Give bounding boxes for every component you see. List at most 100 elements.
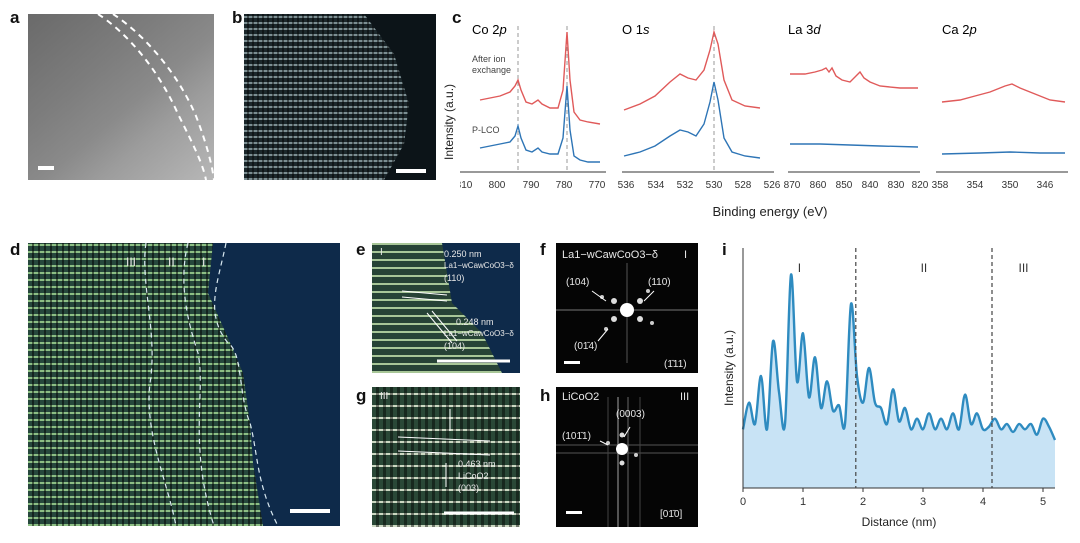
- region-label: III: [680, 391, 690, 403]
- panel-label-h: h: [540, 386, 551, 405]
- xps-title-la3d: La 3d: [788, 22, 821, 37]
- svg-text:534: 534: [648, 180, 665, 191]
- svg-text:350: 350: [1002, 180, 1019, 191]
- xps-title-o1s: O 1s: [622, 22, 650, 37]
- spot-10-11: (101̄1): [562, 431, 591, 442]
- svg-text:860: 860: [810, 180, 827, 191]
- svg-text:346: 346: [1037, 180, 1054, 191]
- curve-co-plco: [479, 85, 600, 163]
- curve-o-after: [623, 29, 761, 111]
- fft-image-f: La1−wCawCoO3−δ I (104) (110) (01̄4) (1̄1…: [556, 243, 698, 373]
- y-axis-label: Intensity (a.u.): [722, 330, 736, 406]
- x-axis-label: Distance (nm): [862, 515, 937, 529]
- x-tick-label: 3: [920, 496, 926, 508]
- spot-0003: (0003): [616, 409, 645, 420]
- svg-text:530: 530: [706, 180, 723, 191]
- plane-1: (110): [444, 273, 465, 283]
- region-label-ii: II: [921, 261, 928, 275]
- phase-1: La1−wCawCoO3−δ: [444, 261, 514, 270]
- x-tick-label: 2: [860, 496, 866, 508]
- label-plco: P-LCO: [472, 125, 500, 135]
- panel-label-i: i: [722, 240, 727, 259]
- profile-area: [743, 274, 1055, 488]
- svg-text:790: 790: [523, 180, 540, 191]
- svg-text:820: 820: [912, 180, 929, 191]
- d-spacing: 0.463 nm: [458, 459, 496, 469]
- curve-la-plco: [790, 143, 919, 148]
- region-label: I: [684, 249, 688, 261]
- x-tick-label: 1: [800, 496, 806, 508]
- xps-title-co2p: Co 2p: [472, 22, 507, 37]
- haadf-image-d: III II I: [28, 243, 340, 526]
- svg-text:840: 840: [862, 180, 879, 191]
- tem-image-a: [28, 14, 214, 180]
- scale-bar: [396, 169, 426, 173]
- region-label-i: I: [202, 255, 206, 269]
- curve-o-plco: [623, 81, 761, 159]
- x-tick-label: 0: [740, 496, 746, 508]
- xps-plots: Co 2p O 1s La 3d Ca 2p After ion exchang…: [460, 22, 1068, 219]
- haadf-image-b: [244, 14, 436, 180]
- spot-01-4: (01̄4): [574, 341, 598, 352]
- region-label-iii: III: [1018, 261, 1028, 275]
- svg-text:780: 780: [556, 180, 573, 191]
- plane: (003): [458, 483, 480, 493]
- phase-2: La1−wCawCoO3−δ: [444, 329, 514, 338]
- plane-2: (104): [444, 341, 466, 351]
- svg-text:770: 770: [589, 180, 606, 191]
- panel-label-e: e: [356, 240, 366, 259]
- xps-xlabel: Binding energy (eV): [713, 204, 828, 219]
- panel-label-b: b: [232, 8, 243, 27]
- svg-text:810: 810: [460, 180, 473, 191]
- particle-edge-outline: [38, 14, 214, 180]
- svg-text:850: 850: [836, 180, 853, 191]
- x-tick-label: 5: [1040, 496, 1046, 508]
- region-label: I: [380, 247, 383, 258]
- svg-text:870: 870: [784, 180, 801, 191]
- x-tick-label: 4: [980, 496, 986, 508]
- fft-image-h: LiCoO2 III (0003) (101̄1) [01̄0]: [556, 387, 698, 527]
- label-after-line2: exchange: [472, 65, 511, 75]
- svg-text:526: 526: [764, 180, 781, 191]
- panel-label-d: d: [10, 240, 21, 259]
- panel-label-a: a: [10, 8, 20, 27]
- svg-text:358: 358: [932, 180, 949, 191]
- scale-bar: [38, 166, 54, 170]
- d-spacing-2: 0.248 nm: [456, 317, 494, 327]
- scale-bar: [566, 511, 582, 514]
- fft-phase: LiCoO2: [562, 391, 600, 403]
- zone-axis: [01̄0]: [660, 509, 683, 520]
- panel-label-f: f: [540, 240, 546, 259]
- curve-ca-plco: [941, 151, 1065, 155]
- curve-la-after: [790, 66, 918, 89]
- xps-title-ca2p: Ca 2p: [942, 22, 977, 37]
- panel-label-c: c: [452, 8, 462, 27]
- panel-label-g: g: [356, 386, 367, 405]
- svg-text:830: 830: [888, 180, 905, 191]
- d-spacing-1: 0.250 nm: [444, 249, 482, 259]
- region-label-i: I: [798, 261, 801, 275]
- region-label: III: [380, 391, 389, 402]
- haadf-image-e: I 0.250 nm La1−wCawCoO3−δ (110) 0.248 nm…: [372, 243, 520, 373]
- svg-text:528: 528: [735, 180, 752, 191]
- scale-bar: [290, 509, 330, 513]
- label-after-line1: After ion: [472, 54, 506, 64]
- profile-line: [741, 273, 1057, 441]
- region-label-iii: III: [126, 255, 137, 269]
- svg-text:354: 354: [967, 180, 984, 191]
- fft-phase: La1−wCawCoO3−δ: [562, 249, 659, 261]
- svg-text:532: 532: [677, 180, 694, 191]
- haadf-image-g: III 0.463 nm LiCoO2 (003): [372, 387, 520, 527]
- zone-axis: (1̄11): [664, 359, 687, 370]
- curve-co-after: [479, 31, 601, 125]
- region-label-ii: II: [168, 255, 175, 269]
- curve-ca-after: [941, 83, 1066, 103]
- phase: LiCoO2: [458, 471, 489, 481]
- spot-104: (104): [566, 277, 590, 288]
- scale-bar: [564, 361, 580, 364]
- xps-ylabel: Intensity (a.u.): [442, 83, 456, 160]
- svg-text:800: 800: [489, 180, 506, 191]
- svg-text:536: 536: [618, 180, 635, 191]
- spot-110: (110): [648, 277, 671, 288]
